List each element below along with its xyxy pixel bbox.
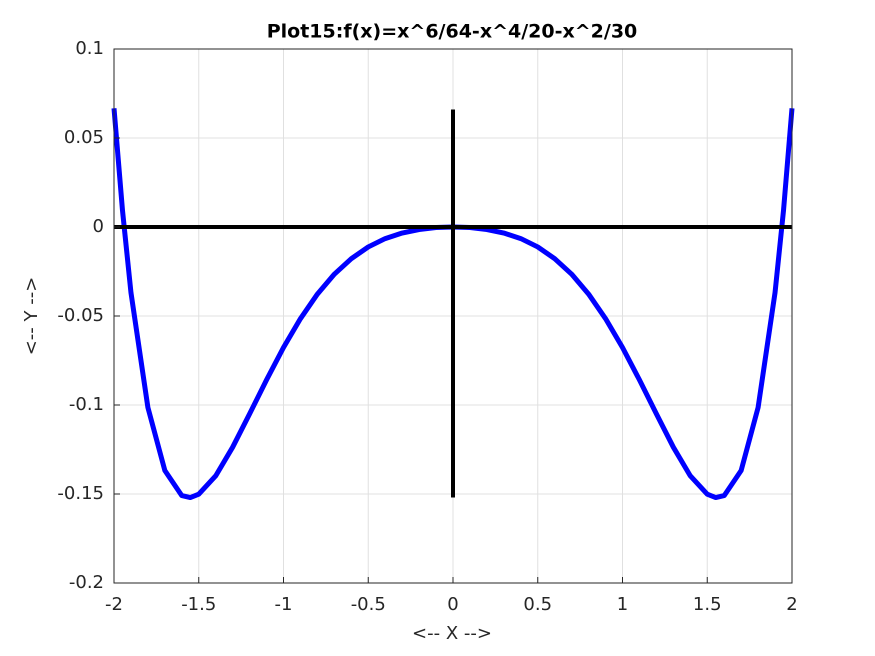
x-tick-label: 1.5 (693, 594, 722, 615)
y-tick-label: 0 (93, 216, 104, 237)
y-tick-label: -0.2 (69, 572, 104, 593)
x-tick-label: 1 (617, 594, 628, 615)
y-axis-label: <-- Y --> (21, 277, 42, 356)
x-tick-label: 0 (447, 594, 458, 615)
y-tick-label: -0.15 (57, 483, 104, 504)
y-tick-label: 0.05 (64, 127, 104, 148)
y-tick-label: -0.1 (69, 394, 104, 415)
x-axis-label: <-- X --> (412, 623, 492, 644)
x-tick-label: -1.5 (181, 594, 216, 615)
y-tick-label: -0.05 (57, 305, 104, 326)
x-tick-label: -1 (275, 594, 293, 615)
y-tick-label: 0.1 (75, 38, 104, 59)
x-tick-label: -2 (105, 594, 123, 615)
plot-lines (111, 108, 795, 501)
x-tick-label: -0.5 (351, 594, 386, 615)
x-tick-label: 0.5 (523, 594, 552, 615)
x-tick-label: 2 (786, 594, 797, 615)
chart-title: Plot15:f(x)=x^6/64-x^4/20-x^2/30 (267, 21, 638, 43)
